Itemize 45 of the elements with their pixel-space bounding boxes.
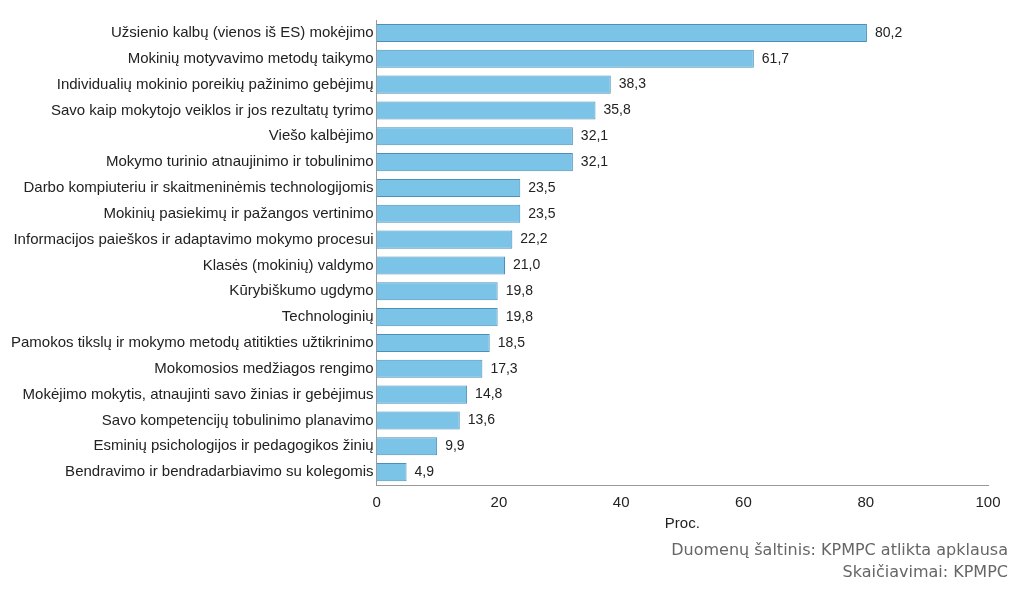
- y-tick-label: Savo kaip mokytojo veiklos ir jos rezultatų tyrimo: [50, 100, 374, 118]
- data-label: 61,7: [761, 49, 790, 66]
- data-label: 35,8: [603, 101, 631, 118]
- x-tick-label: 0: [372, 493, 381, 511]
- data-label: 18,5: [497, 333, 526, 350]
- data-label: 17,3: [490, 359, 518, 376]
- data-label: 4,9: [414, 462, 435, 479]
- text: Skaičiavimai: KPMPC: [842, 562, 1008, 582]
- y-tick-label: Pamokos tikslų ir mokymo metodų atitikties užtikrinimo: [11, 333, 374, 351]
- data-label: 80,2: [874, 23, 903, 40]
- data-label: 32,1: [580, 152, 609, 169]
- data-label: 9,9: [445, 437, 465, 454]
- x-tick-label: 100: [975, 493, 1001, 511]
- y-tick-label: Technologinių: [281, 307, 374, 325]
- y-tick-label: Užsienio kalbų (vienos iš ES) mokėjimo: [111, 23, 374, 41]
- y-tick-label: Klasės (mokinių) valdymo: [202, 255, 374, 273]
- y-tick-label: Viešo kalbėjimo: [268, 126, 374, 144]
- y-tick-label: Esminių psichologijos ir pedagogikos žinių: [93, 436, 374, 454]
- data-label: 19,8: [505, 307, 534, 324]
- x-tick-label: 40: [612, 493, 630, 511]
- y-tick-label: Mokinių pasiekimų ir pažangos vertinimo: [103, 203, 374, 221]
- data-label: 14,8: [475, 385, 503, 402]
- y-tick-label: Mokėjimo mokytis, atnaujinti savo žinias ir gebėjimus: [22, 384, 374, 402]
- text: Duomenų šaltinis: KPMPC atlikta apklausa: [671, 540, 1008, 560]
- x-tick-label: 60: [735, 493, 752, 511]
- data-label: 21,0: [513, 256, 541, 273]
- data-label: 32,1: [580, 127, 609, 144]
- data-label: 23,5: [528, 204, 556, 221]
- y-tick-label: Darbo kompiuteriu ir skaitmeninėmis technologijomis: [23, 178, 374, 196]
- data-label: 38,3: [618, 75, 647, 92]
- data-label: 13,6: [467, 411, 496, 428]
- data-label: 23,5: [528, 178, 556, 195]
- x-tick-label: 20: [490, 493, 508, 511]
- y-tick-label: Mokymo turinio atnaujinimo ir tobulinimo: [105, 152, 374, 170]
- data-label: 19,8: [505, 282, 534, 299]
- y-tick-label: Individualių mokinio poreikių pažinimo gebėjimų: [56, 74, 374, 92]
- y-tick-label: Mokomosios medžiagos rengimo: [154, 358, 374, 376]
- y-tick-label: Mokinių motyvavimo metodų taikymo: [127, 48, 374, 66]
- y-tick-label: Bendravimo ir bendradarbiavimo su kolegomis: [65, 462, 374, 480]
- y-tick-label: Informacijos paieškos ir adaptavimo mokymo procesui: [13, 229, 374, 247]
- y-tick-label: Kūrybiškumo ugdymo: [229, 281, 374, 299]
- y-tick-label: Savo kompetencijų tobulinimo planavimo: [101, 410, 374, 428]
- x-tick-label: 80: [857, 493, 875, 511]
- data-label: 22,2: [520, 230, 548, 247]
- x-axis-title: Proc.: [664, 514, 700, 532]
